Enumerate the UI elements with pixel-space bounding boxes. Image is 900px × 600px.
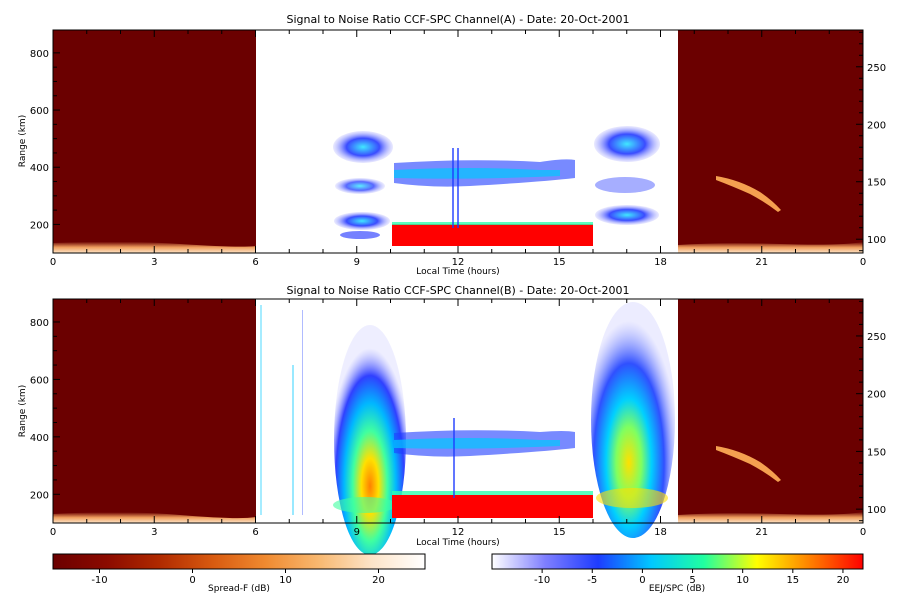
colorbar-tick-label: 10 <box>736 575 749 586</box>
x-tick-label: 3 <box>151 257 157 268</box>
y-right-tick-label: 250 <box>867 63 886 74</box>
y-right-tick-label: 150 <box>867 447 886 458</box>
x-tick-label: 6 <box>252 527 258 538</box>
panel-a-spreadf-right <box>678 30 863 253</box>
panel-b-eej <box>392 418 593 518</box>
panel-b-spreadf-plume <box>716 446 781 482</box>
panel-b-xlabel: Local Time (hours) <box>416 538 499 548</box>
colorbar-tick-label: 15 <box>786 575 799 586</box>
colorbar-eej-label: EEJ/SPC (dB) <box>649 584 705 594</box>
panel-a-day-left <box>333 131 393 239</box>
x-tick-label: 21 <box>755 527 768 538</box>
panel-b-title: Signal to Noise Ratio CCF-SPC Channel(B)… <box>286 284 629 297</box>
panel-a-ylabel: Range (km) <box>18 115 28 167</box>
colorbar-eej-bar <box>491 553 864 570</box>
colorbar-tick-label: -5 <box>587 575 597 586</box>
y-tick-label: 400 <box>30 433 49 444</box>
panel-a-spreadf-plume <box>716 176 781 212</box>
panel-b-day-right <box>591 302 675 538</box>
y-tick-label: 800 <box>30 318 49 329</box>
panel-b: Signal to Noise Ratio CCF-SPC Channel(B)… <box>18 284 886 555</box>
y-right-tick-label: 200 <box>867 120 886 131</box>
x-tick-label: 3 <box>151 527 157 538</box>
y-tick-label: 600 <box>30 375 49 386</box>
y-tick-label: 400 <box>30 163 49 174</box>
colorbar-tick-label: 20 <box>837 575 850 586</box>
panel-a-spreadf-left <box>53 30 256 253</box>
y-tick-label: 600 <box>30 106 49 117</box>
x-tick-label: 21 <box>755 257 768 268</box>
panel-b-ylabel: Range (km) <box>18 385 28 437</box>
colorbar-eej: -10 -5 0 5 10 15 20 EEJ/SPC (dB) <box>491 553 864 594</box>
x-tick-label: 18 <box>654 257 667 268</box>
colorbar-spread-f-label: Spread-F (dB) <box>208 584 270 594</box>
x-tick-label: 0 <box>50 257 56 268</box>
panel-a-day-right <box>594 126 660 225</box>
y-right-tick-label: 150 <box>867 178 886 189</box>
colorbar-tick-label: -10 <box>534 575 550 586</box>
y-tick-label: 200 <box>30 490 49 501</box>
x-tick-label: 9 <box>354 257 360 268</box>
y-right-tick-label: 250 <box>867 332 886 343</box>
colorbar-tick-label: 20 <box>372 575 385 586</box>
y-tick-label: 800 <box>30 49 49 60</box>
panel-b-spreadf-left <box>53 299 256 523</box>
y-right-tick-label: 100 <box>867 235 886 246</box>
x-tick-label: 6 <box>252 257 258 268</box>
x-tick-label: 18 <box>654 527 667 538</box>
panel-a: Signal to Noise Ratio CCF-SPC Channel(A)… <box>18 13 886 277</box>
x-tick-label: 0 <box>50 527 56 538</box>
panel-a-title: Signal to Noise Ratio CCF-SPC Channel(A)… <box>286 13 629 26</box>
panel-a-eej <box>392 148 593 246</box>
colorbar-eej-ticks: -10 -5 0 5 10 15 20 <box>534 569 849 586</box>
y-right-tick-label: 200 <box>867 390 886 401</box>
panel-b-axes: 0 3 6 9 12 15 18 21 0 200 400 600 800 100 150 200 250 <box>30 299 886 538</box>
x-tick-label: 15 <box>553 257 566 268</box>
x-tick-label: 12 <box>452 257 465 268</box>
colorbar-tick-label: -10 <box>91 575 107 586</box>
colorbar-tick-label: 10 <box>279 575 292 586</box>
panel-a-spreadf-right-echo <box>678 242 863 253</box>
x-tick-label: 0 <box>860 527 866 538</box>
y-tick-label: 200 <box>30 220 49 231</box>
x-tick-label: 9 <box>354 527 360 538</box>
y-right-tick-label: 100 <box>867 505 886 516</box>
panel-a-axes: 0 3 6 9 12 15 18 21 0 200 400 600 800 100 150 200 250 <box>30 30 886 268</box>
colorbar-spread-f-ticks: -10 0 10 20 <box>91 569 385 586</box>
panel-a-xlabel: Local Time (hours) <box>416 267 499 277</box>
colorbar-spread-f-bar <box>52 553 426 570</box>
x-tick-label: 15 <box>553 527 566 538</box>
colorbar-tick-label: 0 <box>639 575 645 586</box>
colorbar-tick-label: 0 <box>189 575 195 586</box>
panel-b-spreadf-right-echo <box>678 512 863 523</box>
panel-b-spreadf-right <box>678 299 863 523</box>
colorbar-tick-label: 5 <box>689 575 695 586</box>
x-tick-label: 0 <box>860 257 866 268</box>
panel-b-day-left <box>260 305 406 555</box>
x-tick-label: 12 <box>452 527 465 538</box>
colorbar-spread-f: -10 0 10 20 Spread-F (dB) <box>52 553 426 594</box>
